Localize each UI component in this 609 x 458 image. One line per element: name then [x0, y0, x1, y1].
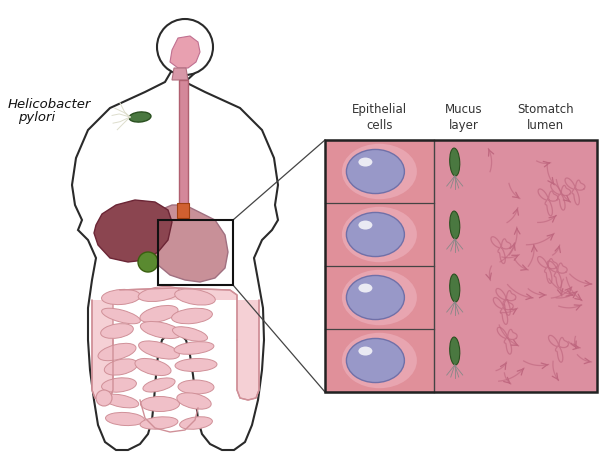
- Bar: [325, 140, 597, 392]
- Ellipse shape: [359, 158, 372, 167]
- Polygon shape: [72, 70, 278, 450]
- Ellipse shape: [141, 322, 181, 338]
- Text: pylori: pylori: [18, 111, 55, 124]
- Ellipse shape: [102, 378, 136, 392]
- Polygon shape: [172, 68, 188, 80]
- Ellipse shape: [104, 394, 139, 408]
- Circle shape: [157, 19, 213, 75]
- Text: Epithelial
cells: Epithelial cells: [352, 103, 407, 132]
- Ellipse shape: [105, 413, 144, 425]
- Bar: [179, 80, 188, 205]
- Bar: [325, 140, 434, 392]
- Ellipse shape: [143, 378, 175, 392]
- Polygon shape: [170, 36, 200, 68]
- Ellipse shape: [172, 327, 208, 341]
- Ellipse shape: [347, 213, 404, 256]
- Ellipse shape: [139, 341, 180, 359]
- Text: Mucus
layer: Mucus layer: [445, 103, 482, 132]
- Ellipse shape: [172, 308, 213, 324]
- Text: Helicobacter: Helicobacter: [8, 98, 91, 111]
- Ellipse shape: [175, 359, 217, 371]
- Ellipse shape: [449, 337, 460, 365]
- Ellipse shape: [174, 342, 214, 354]
- Ellipse shape: [98, 344, 136, 360]
- Polygon shape: [94, 200, 172, 262]
- Circle shape: [138, 252, 158, 272]
- Ellipse shape: [359, 347, 372, 355]
- Bar: [325, 140, 597, 392]
- Ellipse shape: [347, 149, 404, 194]
- Ellipse shape: [140, 417, 178, 429]
- Ellipse shape: [102, 308, 141, 324]
- Ellipse shape: [359, 221, 372, 229]
- Ellipse shape: [449, 274, 460, 302]
- Ellipse shape: [129, 112, 151, 122]
- Circle shape: [96, 390, 112, 406]
- Ellipse shape: [342, 144, 417, 199]
- Ellipse shape: [449, 148, 460, 176]
- Polygon shape: [150, 205, 228, 282]
- Ellipse shape: [177, 393, 211, 409]
- Ellipse shape: [347, 338, 404, 382]
- Ellipse shape: [178, 380, 214, 394]
- Ellipse shape: [359, 284, 372, 293]
- Ellipse shape: [342, 207, 417, 262]
- Ellipse shape: [342, 270, 417, 325]
- Text: Stomatch
lumen: Stomatch lumen: [517, 103, 574, 132]
- Ellipse shape: [342, 333, 417, 388]
- Ellipse shape: [140, 305, 178, 322]
- Ellipse shape: [141, 397, 180, 411]
- Ellipse shape: [180, 417, 213, 429]
- Ellipse shape: [449, 211, 460, 239]
- Ellipse shape: [347, 275, 404, 320]
- Ellipse shape: [104, 359, 138, 375]
- Bar: [158, 220, 233, 285]
- Ellipse shape: [135, 359, 171, 376]
- Ellipse shape: [175, 289, 216, 305]
- Bar: [177, 203, 189, 218]
- Ellipse shape: [100, 324, 133, 338]
- Ellipse shape: [102, 289, 141, 305]
- Polygon shape: [92, 288, 259, 400]
- Ellipse shape: [138, 286, 180, 301]
